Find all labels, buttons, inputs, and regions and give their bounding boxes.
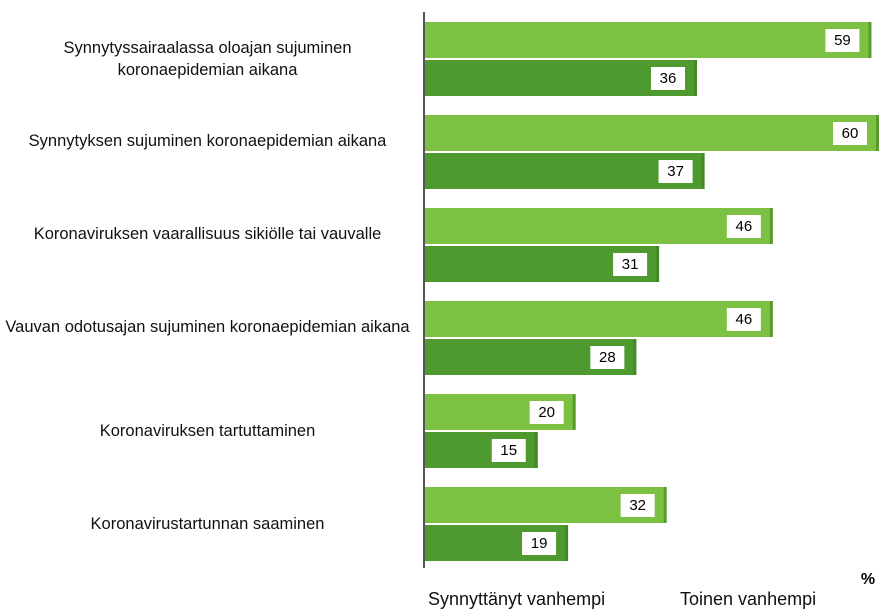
bar-edge [633, 339, 637, 375]
value-label: 37 [667, 163, 684, 180]
value-label: 28 [599, 349, 616, 366]
value-label: 36 [660, 70, 677, 87]
value-label-box [491, 439, 526, 462]
legend-item: Synnyttänyt vanhempi [428, 589, 605, 610]
bar-edge [656, 246, 660, 282]
value-label: 46 [735, 218, 752, 235]
value-label: 60 [842, 125, 859, 142]
category-label: Synnytyksen sujuminen koronaepidemian ai… [28, 132, 387, 150]
bar-edge [572, 394, 576, 430]
bar-edge [694, 60, 697, 96]
value-label-box [613, 253, 648, 276]
category-label: Vauvan odotusajan sujuminen koronaepidem… [5, 318, 410, 336]
bar-edge [565, 525, 569, 561]
value-label-box [522, 532, 557, 555]
legend-label: Toinen vanhempi [680, 589, 817, 609]
category-label: Koronavirustartunnan saaminen [90, 515, 325, 533]
bar [424, 153, 705, 189]
value-label-box [590, 346, 625, 369]
bar [424, 22, 872, 58]
category-label: Koronaviruksen vaarallisuus sikiölle tai… [33, 225, 382, 243]
value-label-box [651, 67, 685, 90]
unit-label: % [861, 571, 875, 588]
value-label: 31 [622, 256, 639, 273]
bar-edge [769, 208, 773, 244]
value-label-box [620, 494, 655, 517]
value-label: 59 [834, 32, 851, 49]
category-label: Synnytyssairaalassa oloajan sujuminen ko… [63, 39, 352, 79]
value-label-box [658, 160, 693, 183]
value-label: 19 [531, 535, 548, 552]
value-label-box [833, 122, 867, 145]
value-label-box [726, 308, 761, 331]
legend-item: Toinen vanhempi [680, 589, 816, 610]
legend-label: Synnyttänyt vanhempi [428, 589, 606, 609]
bar-edge [701, 153, 705, 189]
value-label: 15 [500, 442, 517, 459]
value-label-box [529, 401, 564, 424]
bar-edge [663, 487, 667, 523]
value-label: 20 [538, 404, 555, 421]
value-label: 46 [735, 311, 752, 328]
value-label-box [726, 215, 761, 238]
bar [424, 115, 879, 151]
bar [424, 208, 773, 244]
bar-edge [868, 22, 872, 58]
category-label: Koronaviruksen tartuttaminen [99, 422, 316, 440]
value-label: 32 [629, 497, 646, 514]
value-label-box [825, 29, 860, 52]
bar [424, 301, 773, 337]
bar-edge [876, 115, 879, 151]
bar-edge [534, 432, 538, 468]
bar-edge [769, 301, 773, 337]
